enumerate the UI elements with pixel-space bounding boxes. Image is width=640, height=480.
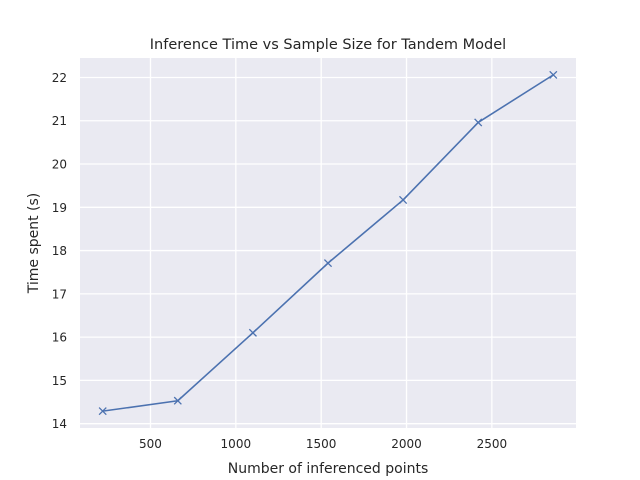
- x-tick-label: 2500: [477, 437, 508, 451]
- y-tick-label: 17: [52, 287, 67, 301]
- y-tick-label: 14: [52, 417, 67, 431]
- y-tick-label: 19: [52, 201, 67, 215]
- data-point-marker: [549, 70, 558, 79]
- x-axis-label: Number of inferenced points: [228, 461, 429, 477]
- y-axis-label: Time spent (s): [26, 193, 42, 295]
- data-point-marker: [248, 328, 257, 337]
- plot-area: [80, 58, 576, 428]
- y-axis-ticks: 14 15 16 17 18 19 20 21 22: [52, 71, 67, 431]
- data-point-marker: [173, 396, 182, 405]
- x-tick-label: 500: [139, 437, 162, 451]
- data-point-marker: [399, 195, 408, 205]
- y-tick-label: 15: [52, 374, 67, 388]
- series-layer: [98, 70, 558, 416]
- chart-title: Inference Time vs Sample Size for Tandem…: [150, 37, 506, 53]
- y-tick-label: 22: [52, 71, 67, 85]
- x-axis-ticks: 500 1000 1500 2000 2500: [139, 437, 507, 451]
- data-point-marker: [474, 118, 483, 127]
- grid-lines: [80, 58, 576, 428]
- y-tick-label: 20: [52, 158, 67, 172]
- data-point-marker: [323, 259, 333, 268]
- data-point-marker: [98, 407, 107, 416]
- y-tick-label: 16: [52, 331, 67, 345]
- x-tick-label: 2000: [391, 437, 422, 451]
- x-tick-label: 1500: [306, 437, 337, 451]
- y-tick-label: 21: [52, 114, 67, 128]
- y-tick-label: 18: [52, 244, 67, 258]
- x-tick-label: 1000: [221, 437, 252, 451]
